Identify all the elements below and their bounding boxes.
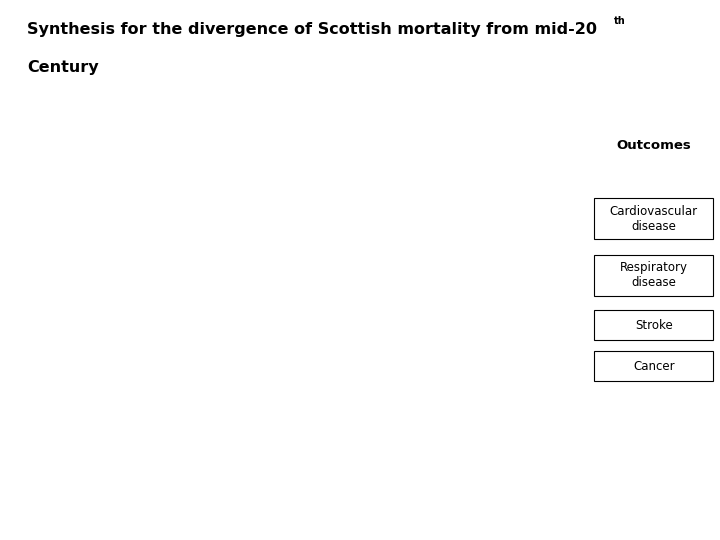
Text: Synthesis for the divergence of Scottish mortality from mid-20: Synthesis for the divergence of Scottish… [27, 22, 598, 37]
FancyBboxPatch shape [595, 199, 714, 239]
FancyBboxPatch shape [595, 255, 714, 296]
FancyBboxPatch shape [595, 310, 714, 340]
FancyBboxPatch shape [595, 352, 714, 381]
Text: th: th [613, 16, 625, 26]
Text: Stroke: Stroke [635, 319, 672, 332]
Text: Cancer: Cancer [633, 360, 675, 373]
Text: Outcomes: Outcomes [616, 139, 691, 152]
Text: Respiratory
disease: Respiratory disease [620, 261, 688, 289]
Text: Century: Century [27, 60, 99, 76]
Text: Cardiovascular
disease: Cardiovascular disease [610, 205, 698, 233]
